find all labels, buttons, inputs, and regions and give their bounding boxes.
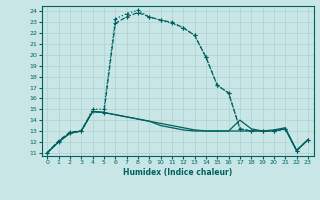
X-axis label: Humidex (Indice chaleur): Humidex (Indice chaleur): [123, 168, 232, 177]
